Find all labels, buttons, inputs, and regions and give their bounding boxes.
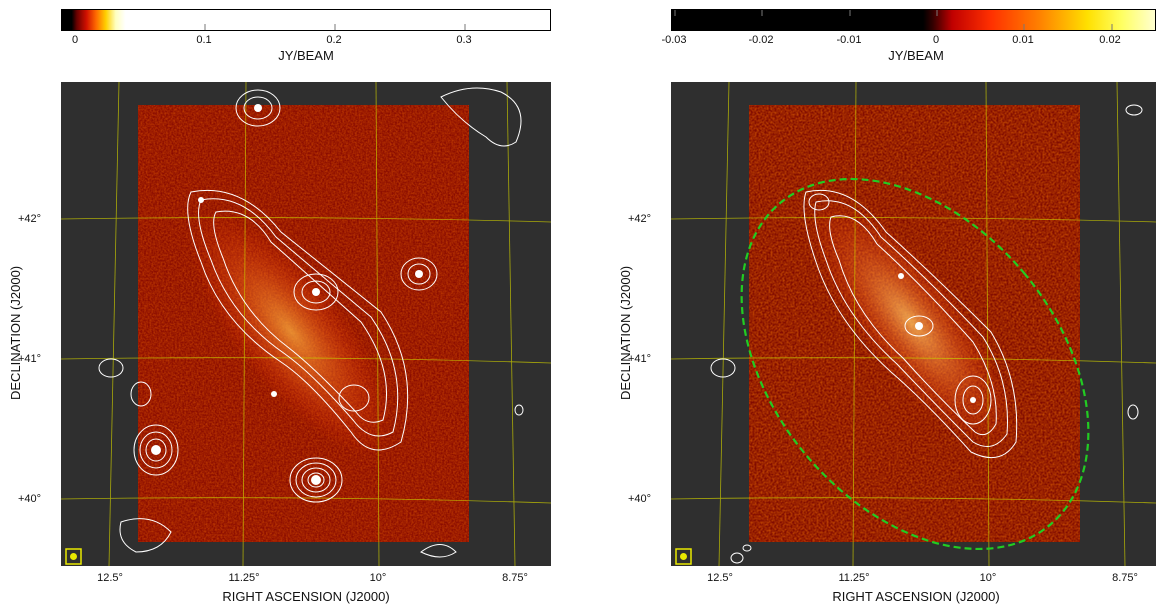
contours (710, 104, 1143, 564)
bright-sources (898, 273, 976, 403)
colorbar-tick: 0.01 (1012, 34, 1034, 46)
colorbar-tick: -0.03 (661, 34, 687, 46)
region-ellipse (740, 177, 1090, 551)
x-tick-label: 10° (369, 572, 387, 584)
x-tick-label: 11.25° (228, 572, 260, 584)
y-tick-label: +40° (18, 493, 42, 505)
colorbar-tick: 0.2 (326, 34, 342, 46)
sky-map[interactable] (61, 82, 551, 566)
colorbar-title: JY/BEAM (278, 48, 334, 63)
y-tick-label: +42° (18, 213, 42, 225)
colorbar-tick: 0 (71, 34, 79, 46)
left-panel: 0 0.1 0.2 0.3 JY/BEAM (8, 9, 551, 604)
contours (98, 87, 524, 558)
y-tick-label: +42° (628, 213, 652, 225)
colorbar-tick: 0.1 (196, 34, 212, 46)
colorbar (61, 9, 551, 31)
x-tick-label: 12.5° (97, 572, 123, 584)
x-axis-label: RIGHT ASCENSION (J2000) (832, 589, 1000, 604)
y-tick-label: +41° (18, 353, 42, 365)
beam-icon (65, 548, 82, 565)
colorbar-tick: 0.02 (1099, 34, 1121, 46)
beam-icon (675, 548, 692, 565)
x-tick-label: 12.5° (707, 572, 733, 584)
colorbar-tick: -0.02 (748, 34, 774, 46)
colorbar (671, 9, 1156, 31)
x-tick-label: 8.75° (502, 572, 528, 584)
y-axis-label: DECLINATION (J2000) (618, 265, 633, 400)
bright-sources (151, 104, 423, 485)
y-axis-label: DECLINATION (J2000) (8, 265, 23, 400)
x-tick-label: 8.75° (1112, 572, 1138, 584)
colorbar-tick: 0 (932, 34, 940, 46)
coordinate-grid (671, 82, 1156, 566)
y-tick-label: +40° (628, 493, 652, 505)
right-panel: -0.03 -0.02 -0.01 0 0.01 0.02 JY/BEAM (610, 0, 1156, 610)
x-tick-label: 10° (979, 572, 997, 584)
colorbar-tick: 0.3 (456, 34, 472, 46)
radio-image (138, 105, 469, 542)
radio-image (749, 105, 1080, 542)
y-tick-label: +41° (628, 353, 652, 365)
colorbar-tick: -0.01 (836, 34, 862, 46)
x-tick-label: 11.25° (838, 572, 870, 584)
colorbar-title: JY/BEAM (888, 48, 944, 63)
coordinate-grid (61, 82, 551, 566)
sky-map[interactable] (671, 82, 1156, 566)
x-axis-label: RIGHT ASCENSION (J2000) (222, 589, 390, 604)
